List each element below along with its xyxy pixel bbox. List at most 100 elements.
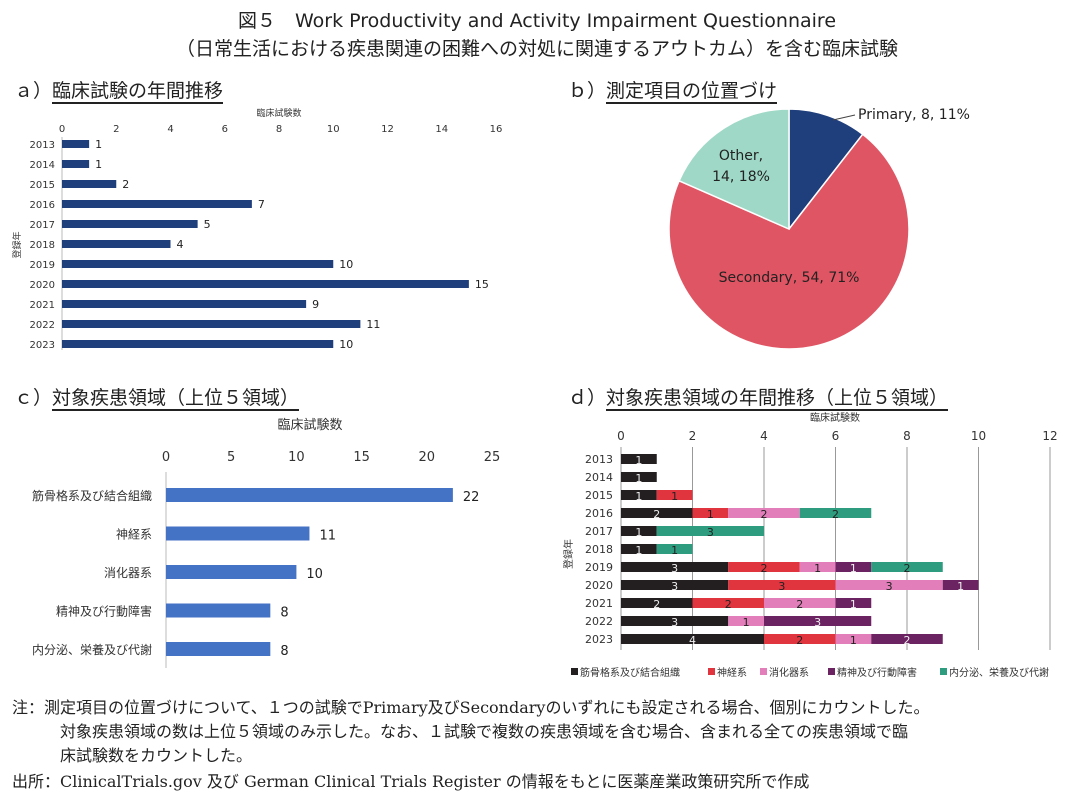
d-bar-segment — [764, 598, 836, 608]
d-segment-label: 3 — [814, 616, 821, 629]
c-bar — [166, 565, 297, 579]
d-segment-label: 1 — [957, 580, 964, 593]
c-bar — [166, 488, 453, 502]
d-segment-label: 1 — [743, 616, 750, 629]
a-data-label: 1 — [95, 158, 102, 171]
d-segment-label: 1 — [635, 526, 642, 539]
c-data-label: 8 — [280, 644, 288, 659]
c-data-label: 10 — [306, 567, 323, 582]
a-data-label: 11 — [366, 318, 380, 331]
a-bar — [62, 240, 171, 248]
d-segment-label: 1 — [850, 562, 857, 575]
d-segment-label: 3 — [671, 562, 678, 575]
d-bar-segment — [621, 562, 729, 572]
c-x-axis-title: 臨床試験数 — [277, 417, 342, 433]
a-y-tick-label: 2017 — [30, 220, 55, 231]
d-segment-label: 2 — [653, 598, 660, 611]
d-bar-segment — [728, 562, 800, 572]
c-x-tick-label: 20 — [419, 450, 436, 465]
a-bar — [62, 340, 334, 348]
d-bar-segment — [692, 508, 729, 518]
d-x-tick-label: 6 — [832, 429, 840, 443]
d-bar-segment — [656, 544, 693, 554]
panel-b-heading: ｂ）測定項目の位置づけ — [568, 76, 778, 104]
a-x-tick-label: 2 — [113, 124, 119, 135]
d-segment-label: 1 — [671, 544, 678, 557]
panel-d-heading: ｄ）対象疾患領域の年間推移（上位５領域） — [568, 383, 949, 411]
a-x-tick-label: 6 — [222, 124, 228, 135]
d-segment-label: 2 — [796, 634, 803, 647]
a-bar — [62, 320, 361, 328]
panel-b-prefix: ｂ） — [568, 80, 607, 102]
d-segment-label: 2 — [832, 508, 839, 521]
a-bar — [62, 220, 198, 228]
a-bar — [62, 180, 117, 188]
a-data-label: 5 — [204, 218, 211, 231]
a-y-tick-label: 2016 — [30, 200, 55, 211]
c-x-tick-label: 10 — [288, 450, 305, 465]
d-legend-label: 精神及び行動障害 — [837, 666, 917, 679]
d-x-tick-label: 2 — [689, 429, 697, 443]
d-bar-segment — [764, 634, 836, 644]
d-segment-label: 1 — [850, 634, 857, 647]
d-y-tick-label: 2015 — [585, 489, 613, 502]
pie-label-other-name: Other, — [719, 148, 763, 164]
a-x-tick-label: 16 — [490, 124, 503, 135]
d-segment-label: 1 — [850, 598, 857, 611]
a-data-label: 10 — [339, 338, 353, 351]
panel-b-title: 測定項目の位置づけ — [606, 80, 778, 104]
note-line2: 対象疾患領域の数は上位５領域のみ示した。なお、１試験で複数の疾患領域を含む場合、… — [60, 722, 909, 741]
d-bar-segment — [871, 562, 943, 572]
d-x-tick-label: 4 — [760, 429, 768, 443]
d-legend-label: 筋骨格系及び結合組織 — [580, 666, 680, 679]
a-bar — [62, 280, 469, 288]
d-segment-label: 3 — [886, 580, 893, 593]
d-segment-label: 2 — [761, 562, 768, 575]
panel-d-prefix: ｄ） — [568, 387, 607, 409]
a-bar — [62, 140, 90, 148]
d-bar-segment — [621, 616, 729, 626]
d-segment-label: 1 — [635, 454, 642, 467]
d-bar-segment — [835, 634, 872, 644]
a-y-tick-label: 2023 — [30, 340, 55, 351]
d-bar-segment — [728, 580, 836, 590]
c-data-label: 22 — [463, 490, 480, 505]
d-segment-label: 1 — [635, 490, 642, 503]
a-data-label: 9 — [312, 298, 319, 311]
panel-c-prefix: ｃ） — [14, 387, 53, 409]
d-bar-segment — [692, 598, 764, 608]
d-bar-segment — [799, 508, 872, 518]
a-data-label: 4 — [177, 238, 184, 251]
d-legend-swatch — [571, 668, 578, 675]
pie-label-secondary: Secondary, 54, 71% — [719, 270, 860, 286]
d-bar-segment — [764, 616, 872, 626]
d-legend-label: 内分泌、栄養及び代謝 — [949, 666, 1049, 679]
c-x-tick-label: 15 — [353, 450, 370, 465]
figure-title-line1: 図５ Work Productivity and Activity Impair… — [237, 10, 837, 32]
d-legend-label: 消化器系 — [769, 666, 809, 679]
pie-slice-other — [678, 108, 790, 231]
d-segment-label: 1 — [707, 508, 714, 521]
c-bar — [166, 642, 271, 656]
c-x-tick-label: 25 — [484, 450, 501, 465]
c-bar — [166, 603, 271, 618]
d-bar-segment — [942, 580, 979, 590]
a-y-tick-label: 2022 — [30, 320, 55, 331]
d-bar-segment — [871, 634, 943, 644]
d-legend-swatch — [828, 668, 835, 675]
a-bar — [62, 300, 307, 308]
d-legend-swatch — [708, 668, 715, 675]
d-segment-label: 1 — [635, 544, 642, 557]
a-y-tick-label: 2014 — [30, 160, 55, 171]
c-y-tick-label: 筋骨格系及び結合組織 — [32, 488, 152, 503]
d-bar-segment — [621, 490, 657, 500]
d-segment-label: 3 — [671, 616, 678, 629]
note-line3: 床試験数をカウントした。 — [60, 746, 253, 765]
figure-title-line2: （日常生活における疾患関連の困難への対処に関連するアウトカム）を含む臨床試験 — [175, 38, 898, 60]
d-segment-label: 1 — [635, 472, 642, 485]
d-y-tick-label: 2013 — [585, 453, 613, 466]
d-bar-segment — [621, 598, 693, 608]
d-y-tick-label: 2022 — [585, 615, 613, 628]
